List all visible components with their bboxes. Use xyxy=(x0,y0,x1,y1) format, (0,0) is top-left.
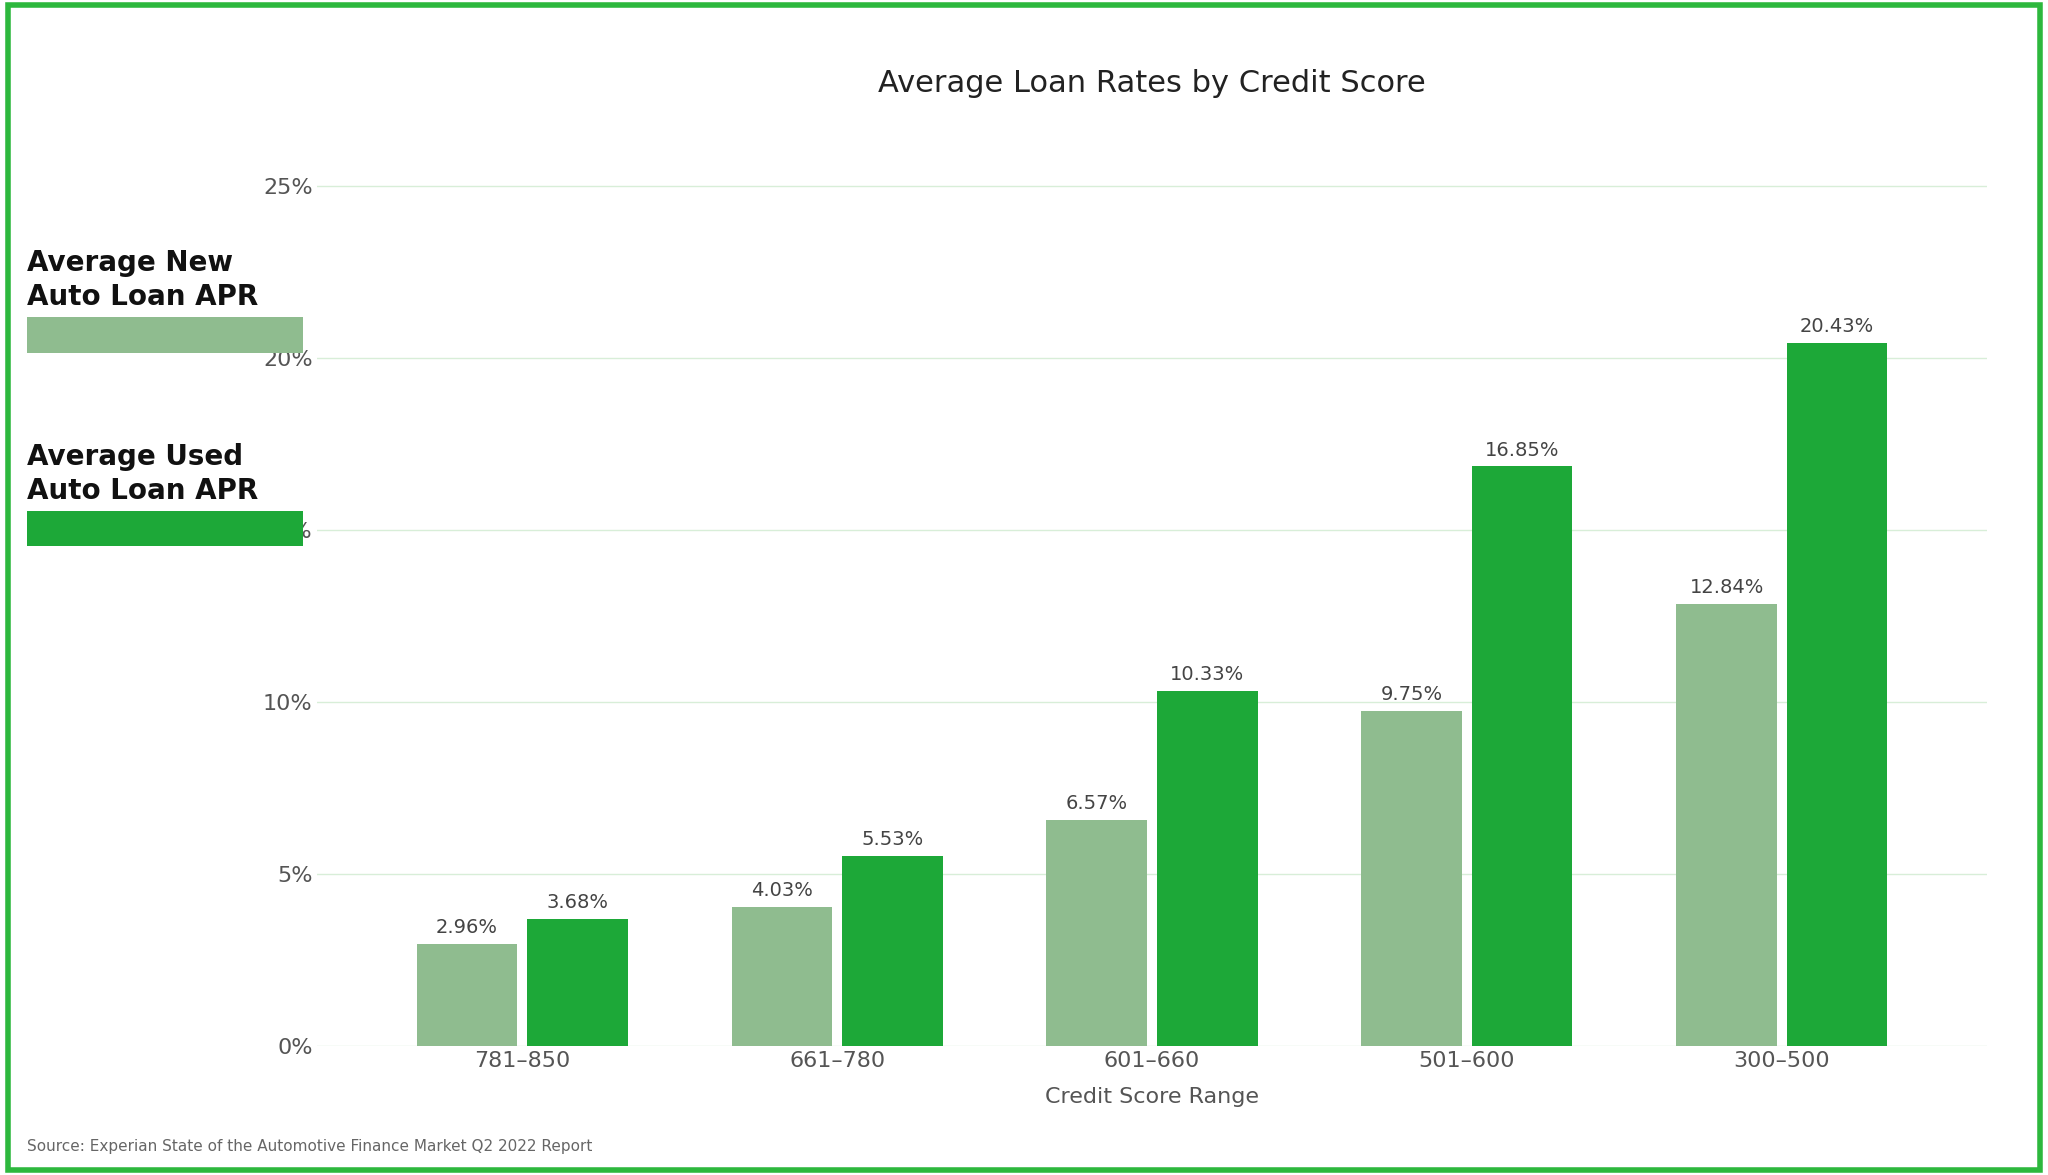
Text: 5.53%: 5.53% xyxy=(860,830,924,848)
Text: Average Used
Auto Loan APR: Average Used Auto Loan APR xyxy=(27,443,258,505)
Bar xyxy=(526,919,627,1046)
Text: 4.03%: 4.03% xyxy=(752,881,813,900)
X-axis label: Credit Score Range: Credit Score Range xyxy=(1044,1087,1260,1107)
Text: Source: Experian State of the Automotive Finance Market Q2 2022 Report: Source: Experian State of the Automotive… xyxy=(27,1139,592,1154)
Bar xyxy=(1362,711,1462,1046)
Text: 9.75%: 9.75% xyxy=(1380,685,1444,704)
Text: 10.33%: 10.33% xyxy=(1169,665,1245,684)
Text: 2.96%: 2.96% xyxy=(436,918,498,938)
Bar xyxy=(1473,466,1573,1046)
Bar xyxy=(416,944,518,1046)
Bar xyxy=(1786,343,1888,1046)
Bar xyxy=(1677,604,1778,1046)
Text: Average New
Auto Loan APR: Average New Auto Loan APR xyxy=(27,249,258,311)
Bar xyxy=(1047,820,1147,1046)
Text: 12.84%: 12.84% xyxy=(1690,578,1763,597)
Bar xyxy=(842,855,942,1046)
Text: 6.57%: 6.57% xyxy=(1065,794,1128,813)
Bar xyxy=(1157,691,1257,1046)
Title: Average Loan Rates by Credit Score: Average Loan Rates by Credit Score xyxy=(879,69,1425,99)
Text: 16.85%: 16.85% xyxy=(1485,441,1559,459)
Bar xyxy=(731,907,831,1046)
Text: 20.43%: 20.43% xyxy=(1800,317,1874,336)
Text: 3.68%: 3.68% xyxy=(547,893,608,912)
